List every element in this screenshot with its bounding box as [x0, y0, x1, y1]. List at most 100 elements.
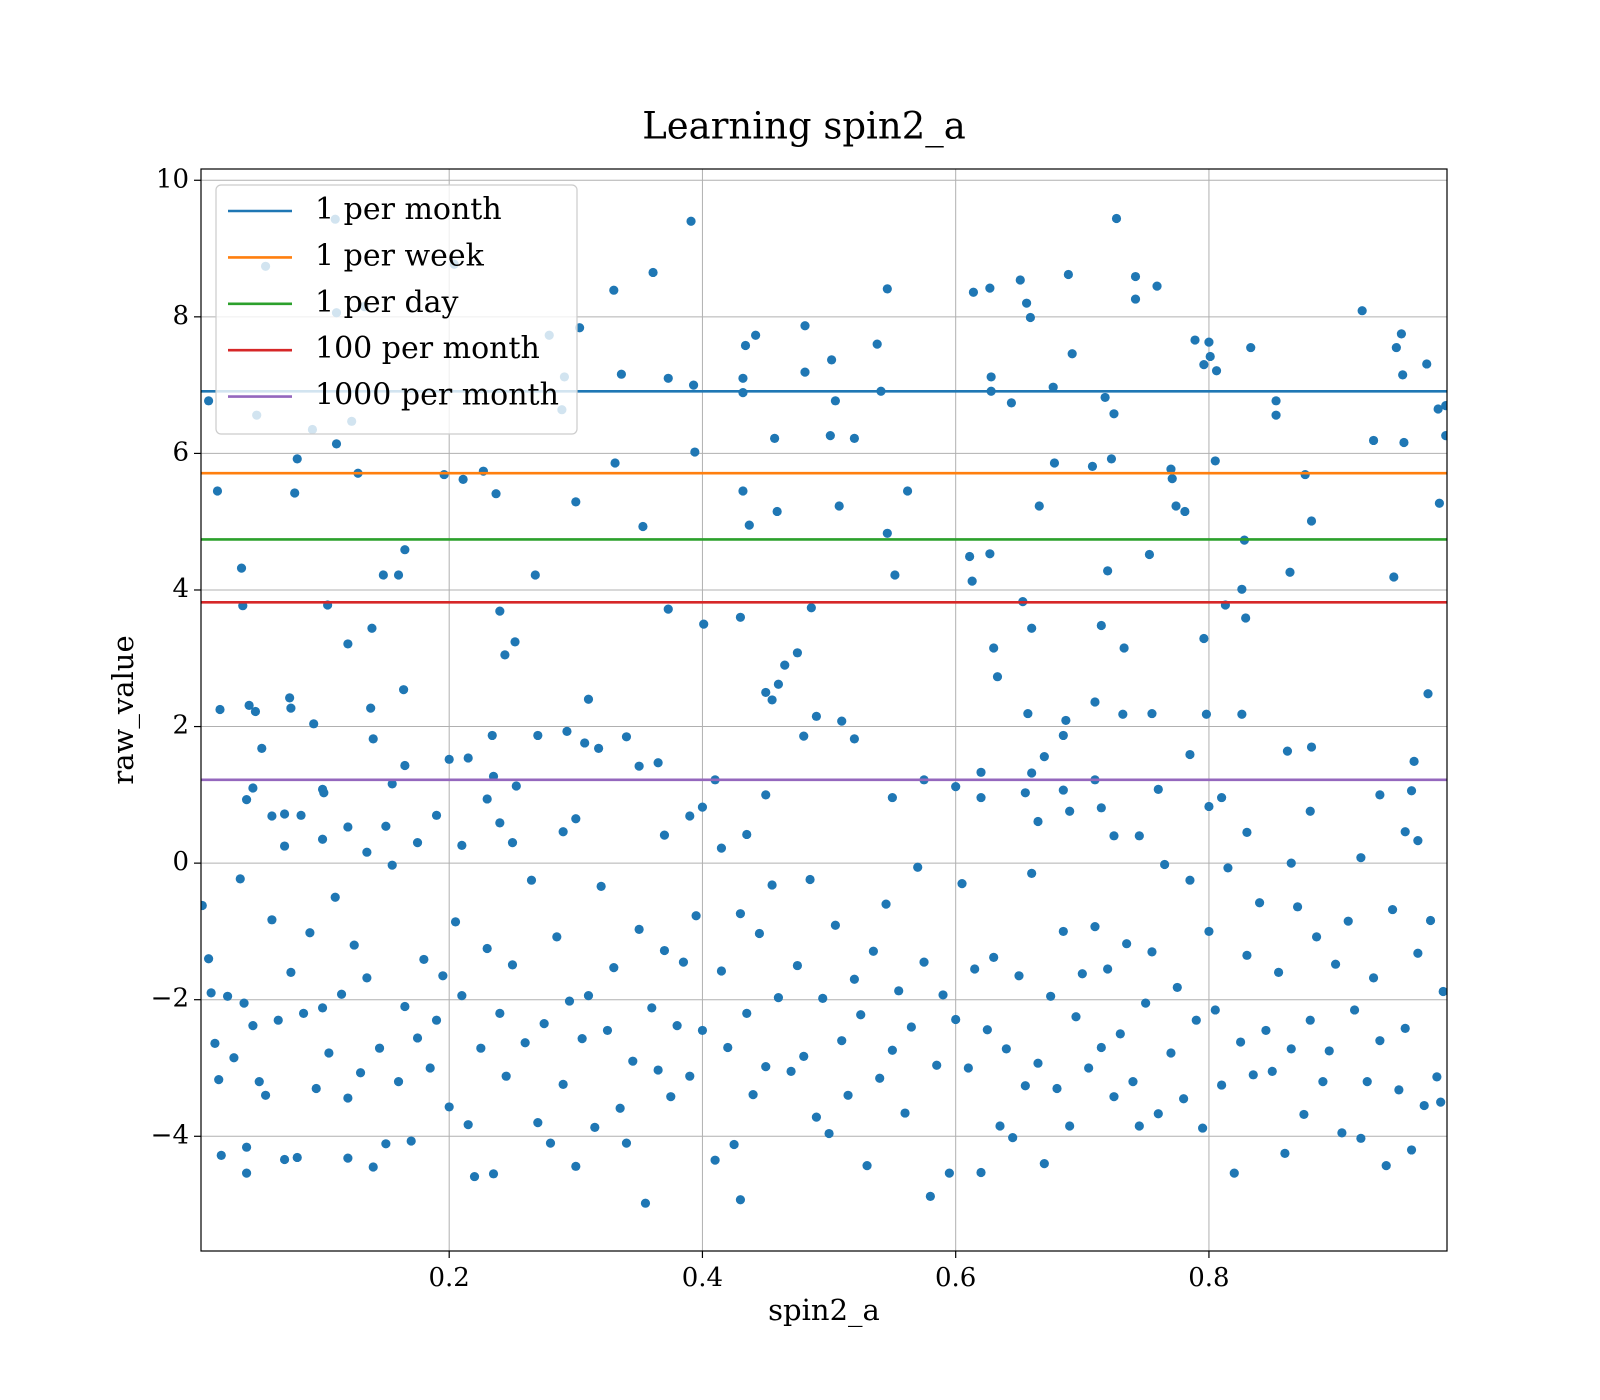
scatter-point — [1400, 1023, 1410, 1033]
scatter-point — [1235, 1037, 1246, 1047]
scatter-point — [583, 991, 594, 1001]
scatter-point — [944, 1168, 954, 1178]
scatter-point — [735, 909, 746, 919]
scatter-point — [457, 840, 467, 850]
y-tick-label: 6 — [172, 437, 189, 467]
scatter-point — [406, 1136, 416, 1146]
scatter-point — [366, 703, 376, 713]
scatter-point — [558, 1079, 568, 1089]
scatter-point — [742, 829, 752, 840]
scatter-point — [1015, 275, 1025, 285]
scatter-point — [1153, 1109, 1163, 1119]
scatter-point — [324, 1048, 334, 1058]
scatter-point — [1381, 1161, 1391, 1171]
scatter-point — [343, 1093, 353, 1103]
scatter-point — [773, 679, 784, 689]
scatter-point — [1152, 281, 1162, 291]
scatter-point — [906, 1022, 916, 1032]
scatter-point — [1096, 803, 1106, 813]
scatter-point — [767, 695, 777, 705]
scatter-point — [967, 576, 977, 586]
scatter-point — [792, 960, 803, 971]
scatter-point — [982, 1025, 992, 1035]
scatter-point — [735, 612, 746, 622]
scatter-point — [431, 1015, 442, 1025]
scatter-point — [609, 963, 619, 973]
scatter-point — [1160, 859, 1170, 870]
scatter-point — [343, 639, 353, 649]
scatter-point — [331, 439, 342, 449]
scatter-point — [296, 810, 306, 820]
scatter-point — [799, 1051, 809, 1061]
scatter-point — [1375, 790, 1385, 800]
scatter-point — [1246, 342, 1256, 353]
scatter-point — [248, 783, 258, 793]
scatter-point — [1033, 816, 1043, 827]
scatter-point — [1217, 792, 1227, 803]
scatter-point — [571, 1161, 581, 1171]
scatter-point — [699, 619, 709, 629]
scatter-point — [1398, 370, 1408, 380]
scatter-point — [1118, 709, 1128, 719]
scatter-point — [214, 1075, 224, 1085]
scatter-point — [583, 694, 594, 704]
scatter-point — [1058, 730, 1068, 741]
scatter-point — [229, 1053, 239, 1063]
grid — [201, 169, 1447, 1251]
scatter-point — [799, 731, 809, 741]
scatter-point — [1433, 404, 1443, 414]
scatter-point — [1119, 643, 1129, 653]
scatter-point — [439, 469, 449, 480]
scatter-point — [1100, 392, 1110, 403]
y-axis-label: raw_value — [106, 635, 141, 784]
y-tick-label: 8 — [172, 301, 189, 331]
scatter-point — [495, 818, 505, 828]
scatter-point — [685, 811, 695, 821]
scatter-point — [849, 433, 859, 443]
scatter-point — [590, 1122, 600, 1133]
scatter-point — [1115, 1029, 1125, 1039]
scatter-point — [1122, 939, 1132, 949]
scatter-point — [254, 1077, 264, 1087]
scatter-point — [744, 520, 754, 530]
scatter-point — [1103, 566, 1113, 576]
scatter-point — [378, 570, 388, 580]
scatter-point — [273, 1015, 283, 1025]
scatter-point — [1130, 294, 1141, 304]
scatter-point — [638, 521, 648, 532]
scatter-point — [770, 433, 780, 443]
scatter-point — [1087, 461, 1098, 471]
scatter-point — [992, 672, 1003, 682]
scatter-point — [691, 911, 701, 921]
scatter-point — [653, 1065, 663, 1075]
scatter-point — [507, 838, 518, 848]
scatter-point — [1180, 506, 1190, 517]
scatter-point — [1210, 1005, 1220, 1015]
scatter-point — [663, 373, 673, 383]
scatter-point — [206, 988, 216, 998]
scatter-point — [1201, 709, 1212, 719]
scatter-point — [985, 549, 995, 559]
scatter-point — [438, 971, 448, 981]
scatter-point — [257, 743, 267, 754]
scatter-point — [1048, 382, 1058, 392]
scatter-point — [1096, 620, 1106, 631]
scatter-point — [244, 700, 254, 710]
scatter-point — [767, 880, 777, 890]
scatter-point — [1034, 501, 1044, 511]
scatter-point — [609, 285, 619, 295]
scatter-point — [1008, 1133, 1018, 1143]
scatter-point — [976, 792, 986, 803]
scatter-point — [444, 1102, 454, 1112]
scatter-point — [482, 794, 492, 804]
scatter-point — [577, 1034, 587, 1044]
scatter-point — [1375, 1036, 1385, 1046]
scatter-point — [1199, 633, 1209, 644]
scatter-point — [1306, 742, 1317, 752]
scatter-point — [1357, 306, 1367, 316]
scatter-point — [488, 1169, 499, 1179]
scatter-point — [1191, 1015, 1201, 1025]
scatter-point — [761, 687, 771, 698]
scatter-point — [1023, 708, 1033, 719]
scatter-point — [1190, 335, 1200, 345]
